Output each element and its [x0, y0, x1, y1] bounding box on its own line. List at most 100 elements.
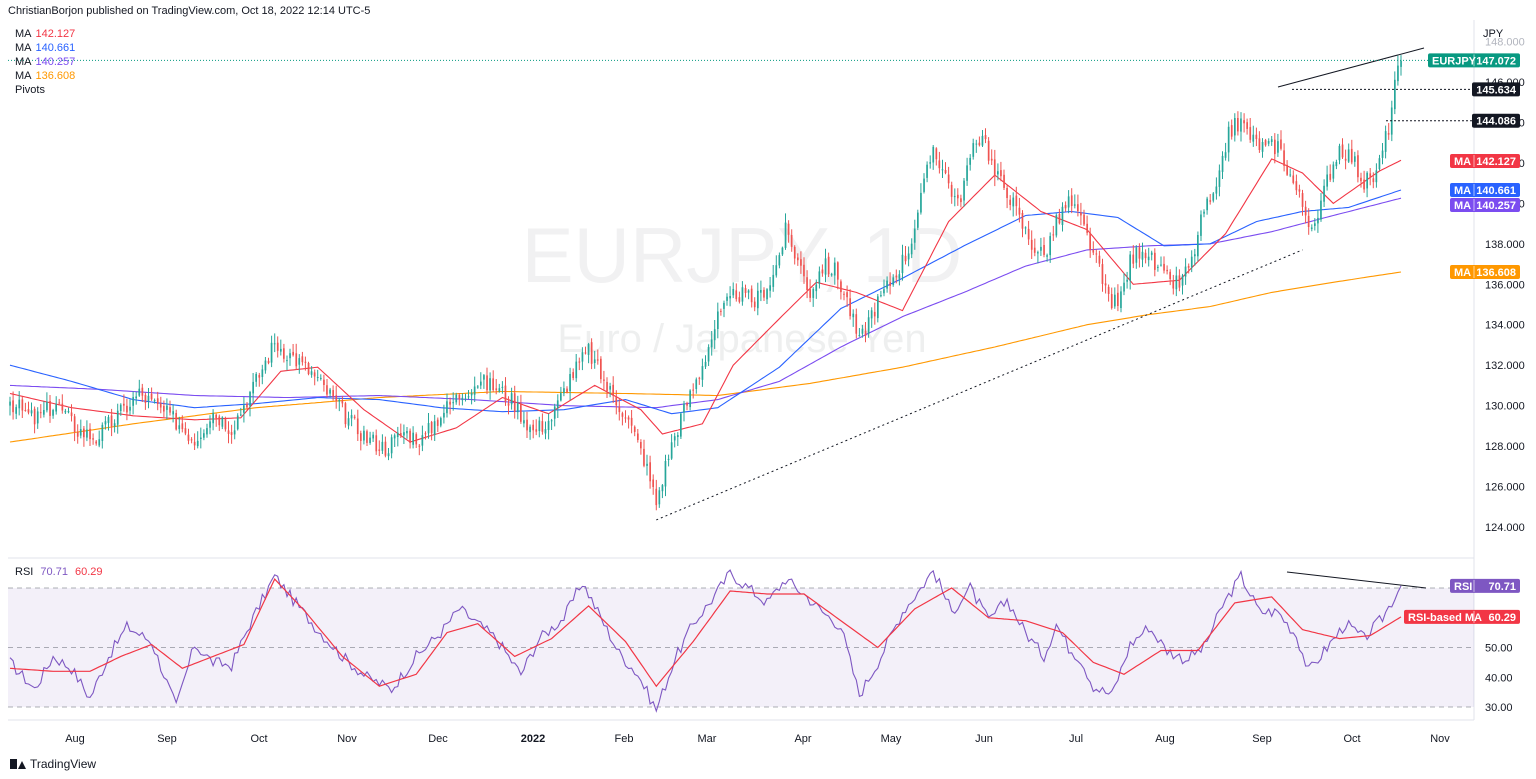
candle	[904, 246, 907, 265]
candle-body	[1369, 173, 1372, 177]
candle	[747, 289, 750, 300]
candle	[1154, 248, 1156, 277]
tradingview-footer[interactable]: TradingView	[10, 757, 96, 771]
candle	[310, 366, 313, 378]
legend-row-ma100[interactable]: MA 140.257	[15, 55, 75, 69]
candle	[18, 391, 21, 416]
candle	[501, 381, 504, 394]
candle-body	[661, 485, 664, 492]
candle-body	[1018, 207, 1021, 215]
candle	[803, 257, 805, 284]
candle-body	[1138, 247, 1141, 259]
candle	[615, 390, 618, 415]
candle	[1141, 242, 1144, 268]
candle	[1169, 269, 1171, 286]
candle-body	[412, 432, 414, 445]
candle-body	[1126, 279, 1128, 282]
candle	[304, 356, 307, 371]
candle-body	[298, 358, 301, 365]
candle	[1261, 138, 1264, 158]
candle	[867, 310, 870, 338]
candle	[83, 426, 85, 447]
candle	[1255, 127, 1258, 147]
candle-body	[1289, 174, 1292, 176]
candle-body	[790, 235, 793, 247]
candle-body	[1329, 173, 1332, 180]
candle	[981, 130, 984, 147]
candle	[1326, 165, 1328, 191]
candle	[221, 416, 224, 430]
candle-body	[1301, 193, 1304, 207]
candle	[403, 424, 405, 444]
main-legend: MA 142.127 MA 140.661 MA 140.257 MA 136.608 …	[15, 27, 75, 97]
candle-body	[240, 414, 242, 416]
candle-body	[735, 290, 738, 300]
candle-body	[1141, 251, 1144, 260]
candle-body	[806, 277, 808, 290]
candle-body	[350, 415, 353, 419]
candle-body	[384, 441, 387, 456]
candle-body	[39, 412, 42, 414]
candle	[840, 279, 842, 300]
legend-row-ma200[interactable]: MA 136.608	[15, 69, 75, 83]
candle	[997, 163, 999, 181]
candle	[440, 416, 442, 428]
candle-body	[677, 435, 679, 437]
rsi-legend: RSI 70.71 60.29	[15, 565, 103, 579]
time-tick-label: Nov	[337, 733, 357, 745]
tradingview-brand: TradingView	[30, 757, 97, 771]
candle	[1310, 224, 1313, 232]
candle-body	[892, 277, 895, 285]
candle-body	[667, 458, 670, 460]
candle	[332, 385, 334, 401]
candle-body	[375, 435, 378, 452]
candle-body	[224, 418, 227, 430]
candle-body	[1157, 266, 1159, 268]
candle-body	[815, 284, 818, 292]
candle	[1323, 179, 1325, 207]
candle	[757, 282, 759, 316]
candle-body	[627, 417, 630, 420]
candle	[972, 138, 975, 160]
candle-body	[396, 432, 399, 437]
ma-tag-name: MA	[1454, 267, 1471, 279]
candle	[273, 333, 276, 353]
candle	[892, 274, 895, 287]
candle	[276, 336, 279, 358]
candle-body	[492, 378, 494, 390]
legend-row-pivots[interactable]: Pivots	[15, 83, 75, 97]
candle	[1021, 210, 1024, 238]
candle	[196, 431, 199, 449]
candle	[338, 397, 341, 412]
candle-body	[738, 297, 741, 302]
legend-row-ma20[interactable]: MA 142.127	[15, 27, 75, 41]
candle	[563, 381, 565, 397]
candle	[203, 429, 205, 441]
candle-body	[840, 281, 842, 293]
candle	[704, 355, 707, 369]
candle	[243, 397, 245, 423]
candle	[286, 355, 288, 371]
candle-body	[1295, 181, 1298, 191]
candle-body	[775, 265, 778, 276]
candle	[812, 287, 815, 307]
candle-body	[1080, 212, 1082, 216]
candle-body	[212, 412, 214, 424]
candle	[1394, 71, 1396, 115]
candle	[415, 432, 418, 448]
candle	[609, 382, 611, 398]
candle	[849, 289, 851, 320]
candle-body	[1387, 133, 1390, 135]
candle	[673, 432, 676, 448]
candle-body	[489, 378, 491, 391]
candle	[1298, 184, 1301, 198]
candle	[1366, 171, 1368, 198]
candle-body	[369, 437, 371, 443]
candle-body	[821, 269, 824, 274]
candle	[255, 372, 257, 387]
candle	[990, 149, 993, 165]
tradingview-logo-icon	[10, 759, 26, 769]
legend-row-ma50[interactable]: MA 140.661	[15, 41, 75, 55]
time-tick-label: 2022	[521, 733, 545, 745]
candle-body	[258, 375, 261, 378]
